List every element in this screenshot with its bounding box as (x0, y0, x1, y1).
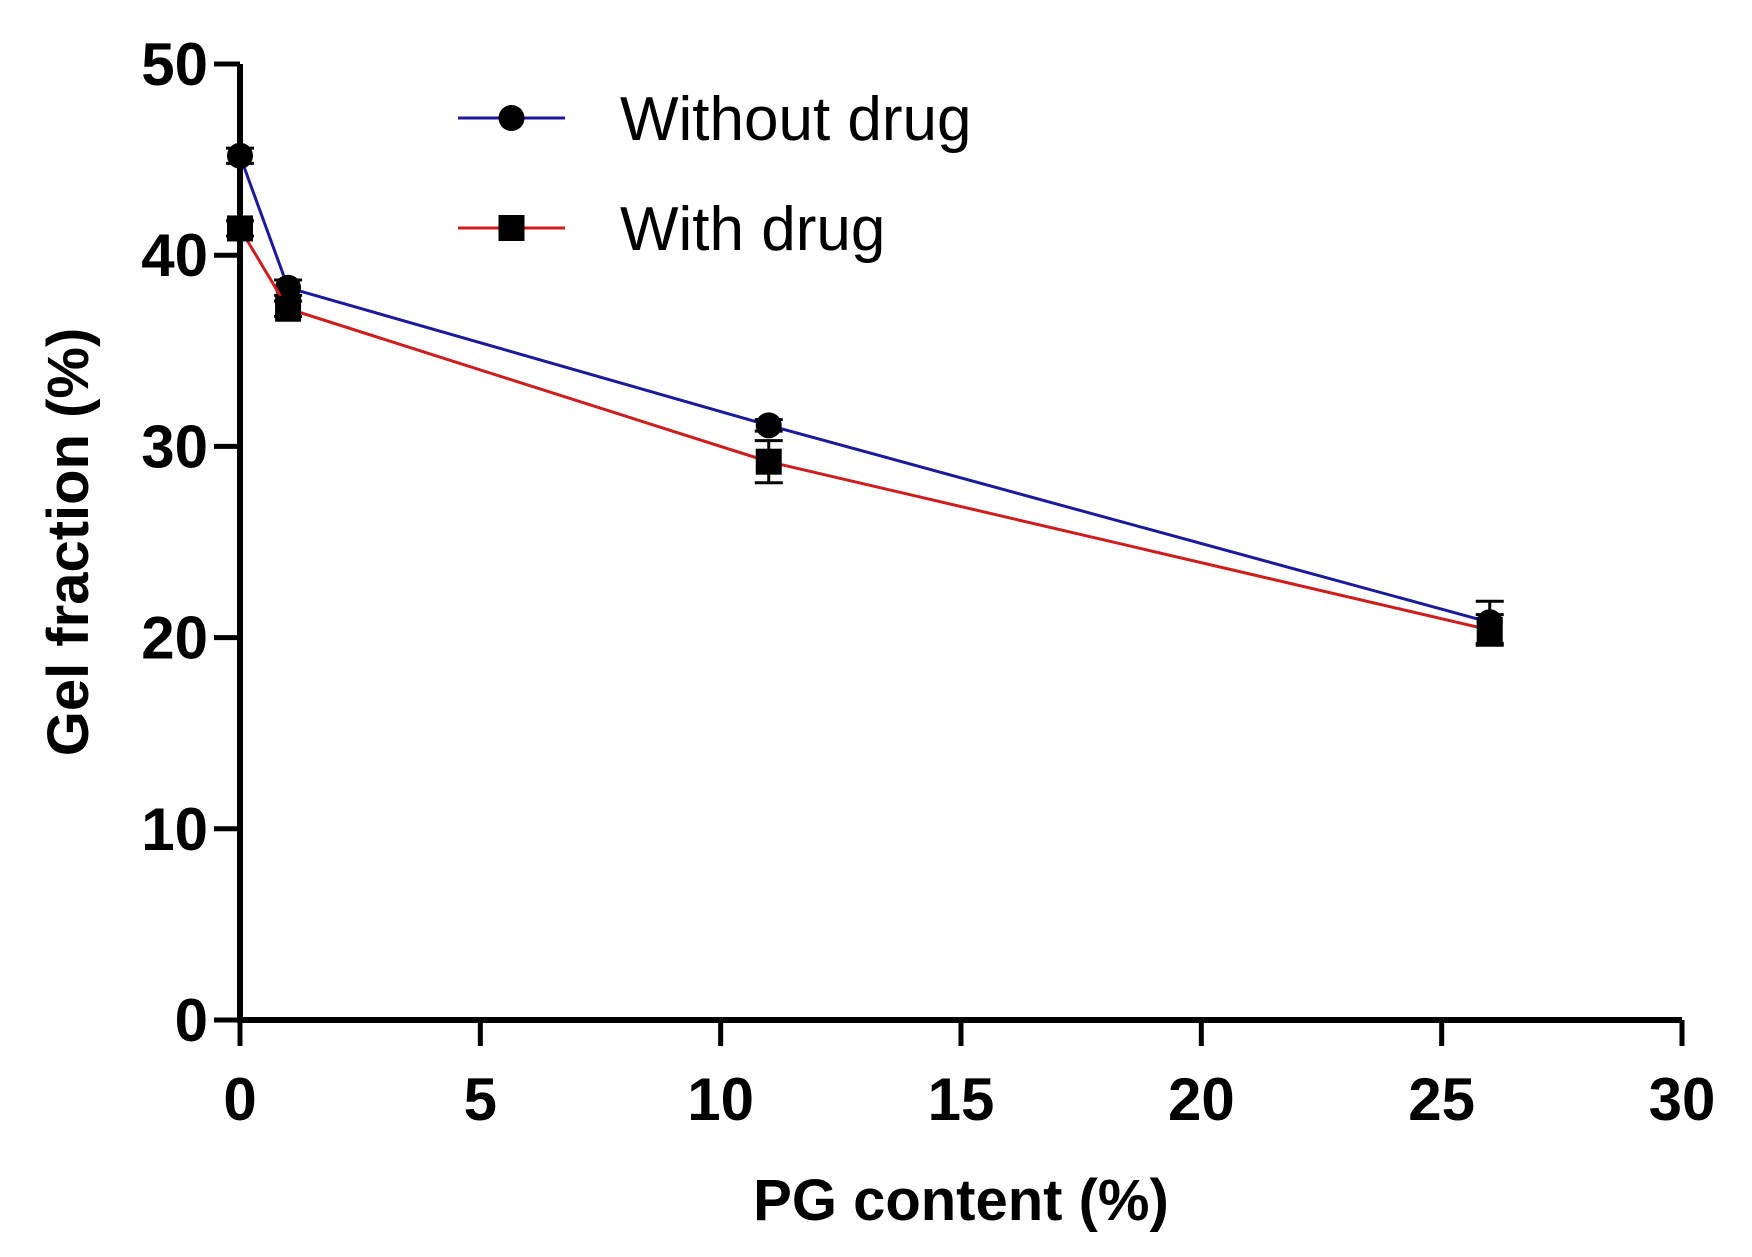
series-line (238, 155, 1491, 624)
x-tick-label: 30 (1649, 1066, 1716, 1133)
legend-item: With drug (458, 195, 885, 264)
legend-label: With drug (620, 195, 885, 264)
y-axis-title: Gel fraction (%) (36, 328, 101, 757)
legend-marker (498, 105, 525, 131)
data-point-marker (1476, 616, 1503, 643)
y-tick-label: 10 (141, 796, 208, 863)
axes: 0 10 20 30 40 50 0 5 10 15 20 25 30 (141, 31, 1715, 1133)
y-tick-label: 50 (141, 31, 208, 98)
data-point-marker (755, 412, 782, 439)
plot-area (226, 142, 1504, 647)
legend: Without drug With drug (458, 85, 972, 264)
legend-marker (498, 215, 525, 241)
data-point-marker (227, 215, 253, 242)
x-tick-label: 20 (1168, 1066, 1235, 1133)
x-tick-label: 5 (464, 1066, 497, 1133)
y-tick-label: 30 (141, 413, 208, 480)
x-tick-label: 10 (687, 1066, 754, 1133)
legend-label: Without drug (620, 85, 972, 154)
data-point-marker (755, 448, 782, 475)
x-tick-label: 25 (1408, 1066, 1475, 1133)
y-tick-label: 40 (141, 222, 208, 289)
y-tick-label: 0 (175, 987, 208, 1054)
data-point-marker (227, 142, 253, 169)
x-axis-title: PG content (%) (753, 1168, 1169, 1233)
series-2 (226, 215, 1504, 647)
y-tick-label: 20 (141, 605, 208, 672)
data-point-marker (275, 295, 302, 322)
data-point-marker (275, 274, 302, 301)
x-tick-label: 0 (223, 1066, 256, 1133)
x-tick-label: 15 (928, 1066, 995, 1133)
legend-item: Without drug (458, 85, 972, 154)
series-line (238, 227, 1491, 632)
